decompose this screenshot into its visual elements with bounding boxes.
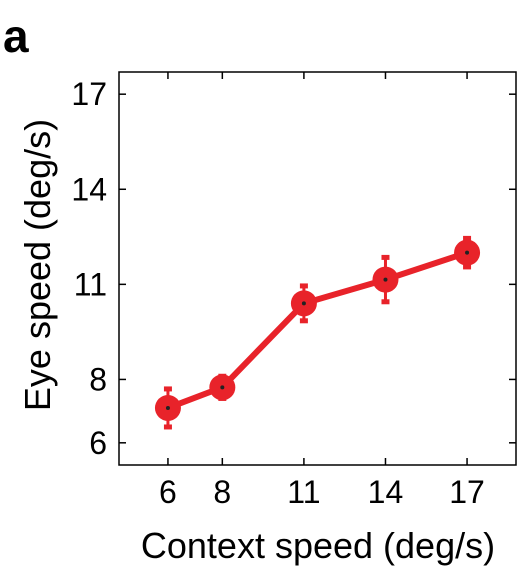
series-layer xyxy=(154,235,481,430)
y-tick-label: 8 xyxy=(89,361,107,397)
y-axis-title: Eye speed (deg/s) xyxy=(17,119,58,411)
x-axis-title: Context speed (deg/s) xyxy=(141,525,495,566)
x-tick-label: 6 xyxy=(159,474,177,510)
data-point-center xyxy=(465,250,470,255)
y-tick-label: 17 xyxy=(71,76,107,112)
x-tick-label: 17 xyxy=(449,474,485,510)
data-point-center xyxy=(383,277,388,282)
x-tick-label: 14 xyxy=(368,474,404,510)
plot-frame xyxy=(118,71,517,466)
data-point-center xyxy=(165,405,170,410)
data-point-center xyxy=(301,301,306,306)
panel-label: a xyxy=(3,10,29,62)
x-tick-label: 11 xyxy=(287,474,320,510)
data-point-center xyxy=(220,385,225,390)
y-tick-label: 14 xyxy=(71,171,107,207)
x-tick-label: 8 xyxy=(213,474,231,510)
y-tick-label: 11 xyxy=(74,266,107,302)
y-tick-label: 6 xyxy=(89,425,107,461)
